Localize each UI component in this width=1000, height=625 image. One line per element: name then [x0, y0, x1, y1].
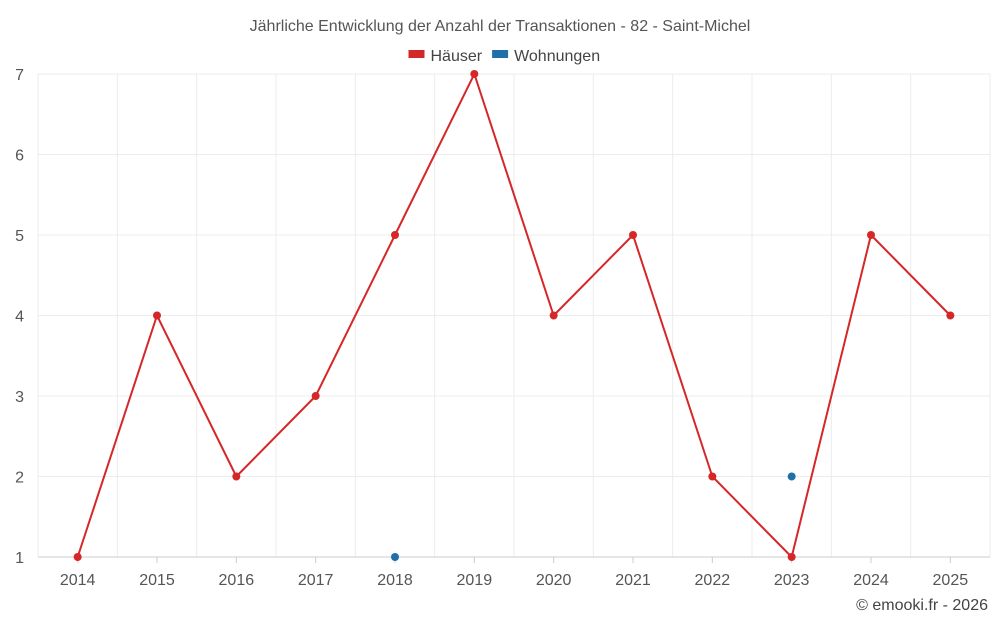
- credit-text: © emooki.fr - 2026: [856, 597, 988, 614]
- legend-swatch: [408, 50, 425, 58]
- x-tick-label: 2024: [853, 572, 889, 589]
- y-tick-label: 5: [15, 228, 24, 245]
- legend-label: Wohnungen: [514, 48, 600, 65]
- x-tick-label: 2019: [457, 572, 493, 589]
- data-point-haeuser[interactable]: [73, 553, 82, 561]
- data-point-haeuser[interactable]: [787, 553, 796, 561]
- data-point-haeuser[interactable]: [629, 231, 637, 239]
- x-tick-label: 2018: [377, 572, 413, 589]
- x-tick-label: 2022: [695, 572, 731, 589]
- series-layer: [73, 70, 955, 561]
- y-tick-label: 7: [15, 67, 24, 84]
- legend-item-wohnungen[interactable]: Wohnungen: [492, 48, 600, 65]
- data-point-haeuser[interactable]: [311, 392, 320, 400]
- data-point-haeuser[interactable]: [867, 231, 875, 239]
- data-point-haeuser[interactable]: [470, 70, 479, 78]
- y-tick-label: 6: [15, 148, 24, 165]
- x-tick-label: 2021: [615, 572, 651, 589]
- grid: [37, 73, 991, 557]
- data-point-haeuser[interactable]: [708, 472, 717, 481]
- y-tick-label: 3: [15, 389, 24, 406]
- legend-label: Häuser: [431, 48, 483, 65]
- x-tick-label: 2014: [60, 572, 96, 589]
- x-tick-label: 2025: [933, 572, 969, 589]
- axes: 1 2 3 4 5 6 7 2014 2015 2016 2017 2018 2019 2020 2021 2…: [15, 67, 990, 589]
- legend-swatch: [492, 50, 509, 58]
- series-line-haeuser: [76, 71, 952, 559]
- y-tick-label: 4: [15, 309, 24, 326]
- data-point-haeuser[interactable]: [153, 311, 161, 320]
- legend: Häuser Wohnungen: [408, 48, 600, 65]
- chart-title: Jährliche Entwicklung der Anzahl der Tra…: [250, 18, 751, 35]
- data-point-haeuser[interactable]: [549, 311, 558, 320]
- y-tick-label: 2: [15, 470, 24, 487]
- data-point-haeuser[interactable]: [391, 231, 399, 239]
- data-point-haeuser[interactable]: [232, 472, 241, 481]
- data-point-haeuser[interactable]: [946, 311, 955, 320]
- x-tick-label: 2023: [774, 572, 810, 589]
- legend-item-haeuser[interactable]: Häuser: [408, 48, 483, 65]
- x-tick-label: 2020: [536, 572, 572, 589]
- x-tick-label: 2016: [219, 572, 255, 589]
- y-tick-label: 1: [15, 550, 24, 567]
- data-point-wohnungen[interactable]: [391, 553, 399, 561]
- data-point-wohnungen[interactable]: [787, 472, 796, 481]
- x-tick-label: 2015: [139, 572, 175, 589]
- x-tick-label: 2017: [298, 572, 334, 589]
